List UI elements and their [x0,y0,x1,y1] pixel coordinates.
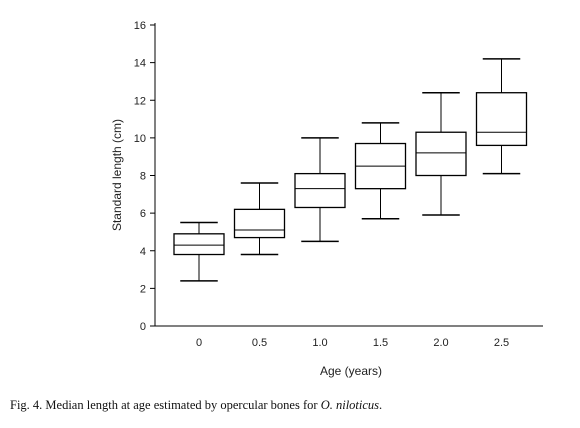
box-iqr [233,208,286,239]
y-tick-label: 0 [140,321,146,333]
y-tick-label: 12 [134,95,146,107]
x-tick-label: 2.0 [433,337,448,349]
box-0 [173,221,225,282]
y-tick-label: 8 [140,171,146,183]
y-tick-label: 14 [134,58,146,70]
x-tick-label: 1.0 [312,337,327,349]
box-iqr [415,131,467,177]
box-iqr [475,92,528,147]
x-tick-label: 0 [196,337,202,349]
y-tick-label: 10 [134,133,146,145]
box-2.5 [475,58,528,175]
y-tick-label: 6 [140,208,146,220]
caption-prefix: Fig. 4. Median length at age estimated b… [10,398,321,412]
x-axis-title: Age (years) [320,364,382,378]
caption-species: O. niloticus [320,398,380,412]
labels: 0 2 4 6 8 10 12 14 16 0 0.5 1.0 1.5 2.0 2.5 [134,20,509,349]
box-iqr [294,172,346,209]
caption-suffix: . [379,398,383,412]
x-tick-label: 0.5 [252,337,267,349]
x-tick-label: 2.5 [494,337,509,349]
box-iqr [173,233,225,256]
box-2.0 [415,91,467,216]
boxplot-chart: 0 2 4 6 8 10 12 14 16 0 0.5 1.0 1.5 2.0 2.5 Age (years… [110,20,543,378]
figure-caption: Fig. 4. Median length at age estimated b… [10,398,570,413]
boxes [173,58,528,282]
y-tick-label: 4 [140,246,146,258]
y-tick-label: 16 [134,20,146,32]
y-tick-label: 2 [140,283,146,295]
box-1.0 [294,137,346,243]
box-0.5 [233,182,286,256]
box-1.5 [354,122,407,220]
axes [150,23,543,327]
y-axis-title: Standard length (cm) [110,119,124,231]
x-tick-label: 1.5 [373,337,388,349]
